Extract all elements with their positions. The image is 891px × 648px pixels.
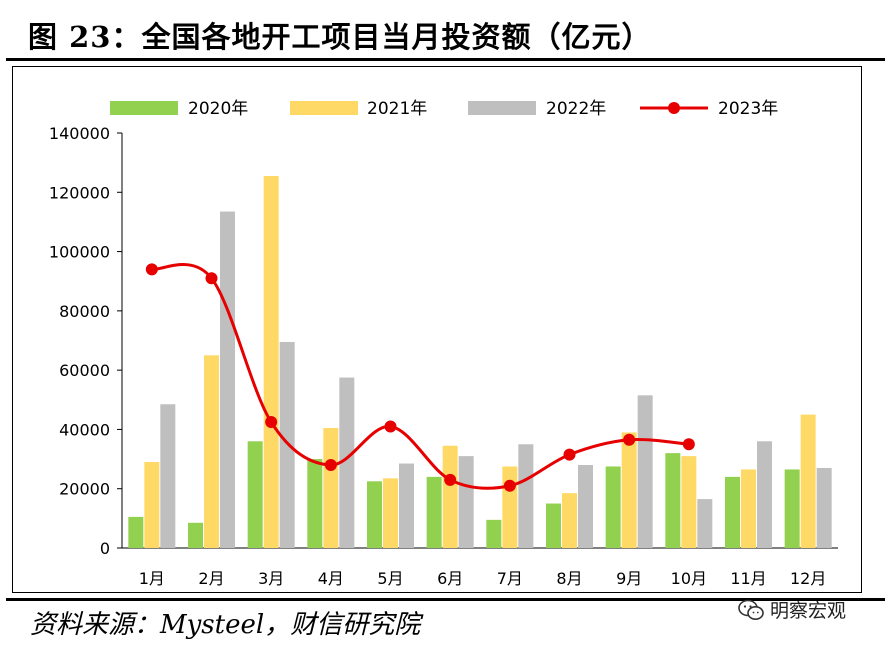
bar-2021-5 [383, 478, 398, 548]
bar-2020-2 [188, 522, 203, 548]
point-2023-6 [444, 473, 457, 486]
bar-2021-2 [204, 355, 219, 548]
legend-label: 2020年 [188, 99, 248, 119]
y-tick-label: 20000 [59, 480, 110, 499]
bar-2021-8 [562, 493, 577, 548]
point-2023-2 [205, 272, 218, 285]
bar-2020-8 [546, 503, 561, 548]
y-tick-label: 100000 [49, 243, 110, 262]
legend-swatch-2020 [110, 101, 178, 115]
y-tick-label: 0 [100, 539, 110, 558]
bar-2021-1 [144, 462, 160, 548]
point-2023-7 [503, 479, 516, 492]
y-tick-label: 140000 [49, 124, 110, 143]
point-2023-3 [265, 416, 278, 429]
figure-title: 图 23：全国各地开工项目当月投资额（亿元） [28, 20, 652, 54]
line-2023 [151, 263, 689, 490]
chart-frame [12, 66, 862, 593]
bar-2022-10 [697, 499, 713, 548]
bar-2022-9 [637, 395, 653, 548]
bar-2021-10 [681, 456, 697, 548]
bar-2020-11 [725, 476, 740, 548]
bar-2021-4 [323, 427, 339, 548]
legend-swatch-2021 [290, 101, 358, 115]
point-2023-10 [682, 438, 695, 451]
x-tick-label: 8月 [556, 569, 582, 588]
bar-2020-1 [128, 516, 144, 548]
x-tick-label: 4月 [318, 569, 344, 588]
bar-2021-9 [621, 432, 637, 548]
x-tick-label: 1月 [139, 569, 165, 588]
bar-2020-4 [307, 459, 323, 548]
point-2023-8 [563, 448, 576, 461]
bar-2021-7 [502, 466, 518, 548]
bar-2022-7 [518, 444, 534, 548]
legend-swatch-2022 [468, 101, 536, 115]
wechat-icon [738, 599, 764, 620]
legend-swatch-marker-2023 [668, 102, 680, 114]
x-tick-label: 12月 [790, 569, 826, 588]
bar-2022-1 [160, 404, 176, 548]
watermark: 明察宏观 [738, 596, 846, 623]
source-rule [6, 598, 885, 601]
bar-2020-7 [486, 519, 502, 548]
point-2023-5 [384, 420, 397, 433]
point-2023-4 [324, 459, 337, 471]
y-tick-label: 120000 [49, 183, 110, 202]
point-2023-1 [145, 263, 158, 276]
legend-label: 2021年 [367, 99, 427, 119]
bar-2021-12 [800, 414, 816, 548]
bar-2022-6 [458, 456, 474, 548]
bar-2020-10 [665, 453, 681, 548]
bar-2022-4 [339, 377, 355, 548]
y-tick-label: 40000 [59, 420, 110, 439]
bar-2020-3 [247, 441, 263, 548]
bar-2022-11 [757, 441, 772, 548]
x-tick-label: 7月 [497, 569, 523, 588]
bar-2022-5 [399, 463, 414, 548]
legend-label: 2023年 [718, 99, 778, 119]
bar-2022-8 [578, 465, 593, 548]
x-tick-label: 10月 [671, 569, 707, 588]
bar-2020-6 [426, 476, 442, 548]
bar-2021-3 [263, 175, 279, 548]
bar-2020-9 [605, 466, 621, 548]
legend-label: 2022年 [546, 99, 606, 119]
bar-2022-2 [220, 211, 235, 548]
title-rule [6, 58, 885, 61]
x-tick-label: 2月 [198, 569, 224, 588]
bar-2022-12 [816, 467, 832, 548]
source-note: 资料来源：Mysteel，财信研究院 [30, 610, 421, 640]
x-tick-label: 5月 [377, 569, 403, 588]
bar-2021-11 [741, 469, 756, 548]
bar-2020-12 [784, 469, 800, 548]
point-2023-9 [623, 433, 636, 446]
bar-2020-5 [367, 481, 382, 548]
bar-2021-6 [442, 445, 458, 548]
x-tick-label: 9月 [616, 569, 642, 588]
bar-2022-3 [279, 341, 295, 548]
watermark-text: 明察宏观 [770, 600, 847, 622]
x-tick-label: 6月 [437, 569, 463, 588]
y-tick-label: 60000 [59, 361, 110, 380]
y-tick-label: 80000 [59, 302, 110, 321]
x-tick-label: 11月 [730, 569, 766, 588]
x-tick-label: 3月 [258, 569, 284, 588]
